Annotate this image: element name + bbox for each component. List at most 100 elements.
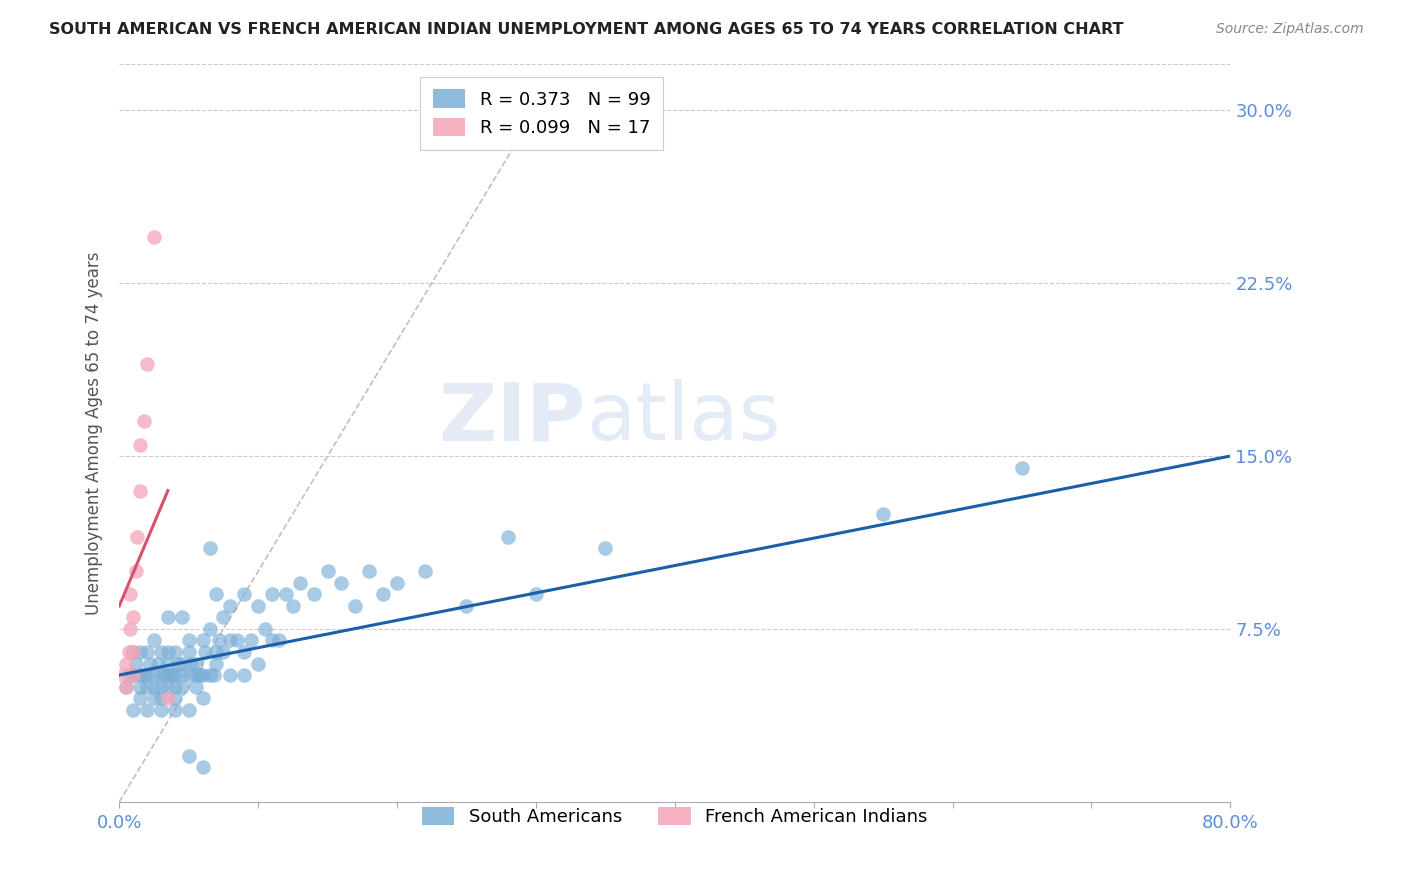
Point — [194, 645, 217, 659]
Point — [120, 622, 142, 636]
Point — [191, 668, 214, 682]
Point — [129, 680, 152, 694]
Point — [115, 657, 138, 671]
Point — [191, 633, 214, 648]
Point — [247, 657, 270, 671]
Point — [149, 703, 172, 717]
Point — [136, 357, 159, 371]
Point — [163, 645, 186, 659]
Legend: South Americans, French American Indians: South Americans, French American Indians — [415, 799, 935, 833]
Point — [233, 668, 256, 682]
Point — [180, 657, 202, 671]
Text: Source: ZipAtlas.com: Source: ZipAtlas.com — [1216, 22, 1364, 37]
Point — [205, 587, 228, 601]
Point — [143, 691, 166, 706]
Point — [156, 691, 179, 706]
Point — [134, 668, 156, 682]
Point — [170, 680, 193, 694]
Point — [163, 703, 186, 717]
Point — [281, 599, 304, 613]
Point — [125, 564, 148, 578]
Point — [143, 633, 166, 648]
Point — [226, 633, 249, 648]
Point — [156, 645, 179, 659]
Point — [208, 633, 231, 648]
Point — [149, 645, 172, 659]
Point — [115, 680, 138, 694]
Point — [233, 587, 256, 601]
Point — [115, 680, 138, 694]
Point — [156, 610, 179, 624]
Point — [134, 414, 156, 428]
Point — [191, 691, 214, 706]
Point — [146, 657, 169, 671]
Point — [260, 633, 283, 648]
Point — [177, 668, 200, 682]
Point — [125, 657, 148, 671]
Point — [122, 668, 145, 682]
Y-axis label: Unemployment Among Ages 65 to 74 years: Unemployment Among Ages 65 to 74 years — [86, 252, 103, 615]
Point — [330, 575, 353, 590]
Text: ZIP: ZIP — [439, 379, 586, 458]
Point — [191, 760, 214, 774]
Point — [129, 645, 152, 659]
Point — [219, 633, 242, 648]
Point — [359, 564, 381, 578]
Point — [139, 657, 162, 671]
Point — [177, 645, 200, 659]
Point — [129, 483, 152, 498]
Point — [166, 657, 188, 671]
Point — [184, 668, 207, 682]
Point — [198, 541, 221, 556]
Point — [170, 610, 193, 624]
Point — [267, 633, 290, 648]
Point — [188, 668, 211, 682]
Point — [129, 437, 152, 451]
Point — [122, 645, 145, 659]
Point — [260, 587, 283, 601]
Text: SOUTH AMERICAN VS FRENCH AMERICAN INDIAN UNEMPLOYMENT AMONG AGES 65 TO 74 YEARS : SOUTH AMERICAN VS FRENCH AMERICAN INDIAN… — [49, 22, 1123, 37]
Point — [127, 530, 149, 544]
Point — [212, 610, 235, 624]
Point — [205, 645, 228, 659]
Point — [149, 680, 172, 694]
Point — [129, 691, 152, 706]
Point — [149, 691, 172, 706]
Point — [184, 680, 207, 694]
Point — [247, 599, 270, 613]
Point — [1011, 460, 1033, 475]
Point — [156, 680, 179, 694]
Point — [156, 657, 179, 671]
Point — [153, 668, 176, 682]
Point — [170, 657, 193, 671]
Point — [120, 668, 142, 682]
Point — [316, 564, 339, 578]
Point — [595, 541, 617, 556]
Point — [198, 668, 221, 682]
Point — [136, 680, 159, 694]
Point — [156, 668, 179, 682]
Point — [177, 703, 200, 717]
Point — [177, 633, 200, 648]
Point — [496, 530, 519, 544]
Point — [373, 587, 395, 601]
Point — [122, 610, 145, 624]
Point — [170, 668, 193, 682]
Point — [112, 668, 135, 682]
Point — [122, 668, 145, 682]
Point — [385, 575, 408, 590]
Point — [219, 599, 242, 613]
Point — [302, 587, 325, 601]
Point — [122, 703, 145, 717]
Point — [120, 587, 142, 601]
Point — [136, 645, 159, 659]
Point — [240, 633, 263, 648]
Point — [163, 691, 186, 706]
Point — [413, 564, 436, 578]
Point — [212, 645, 235, 659]
Point — [198, 622, 221, 636]
Point — [177, 748, 200, 763]
Point — [288, 575, 311, 590]
Point — [143, 668, 166, 682]
Point — [524, 587, 547, 601]
